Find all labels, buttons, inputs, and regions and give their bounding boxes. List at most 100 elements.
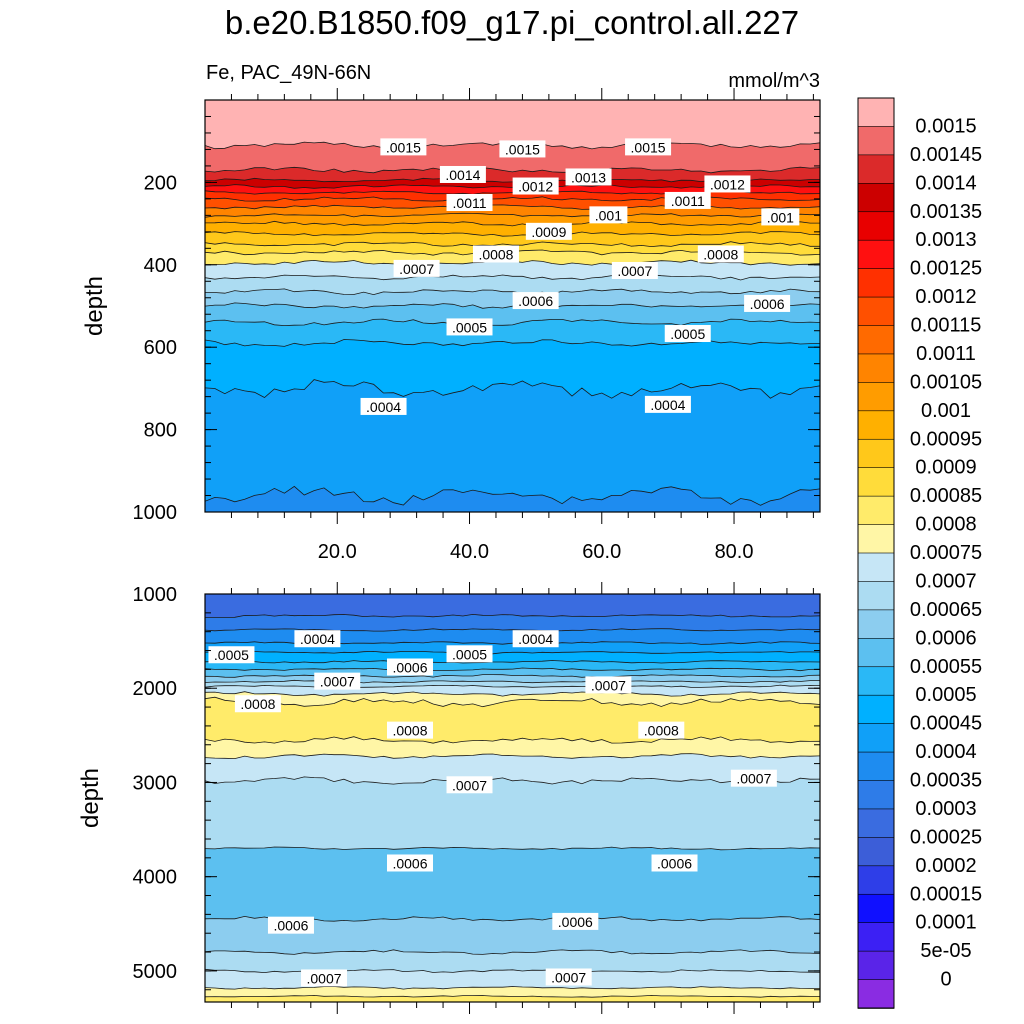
contour-line <box>205 288 820 296</box>
contour-label: .0011 <box>664 191 711 209</box>
contour-line <box>205 302 820 309</box>
colorbar-box <box>857 723 895 753</box>
colorbar-label: 0.00125 <box>910 258 982 280</box>
colorbar-label: 0.00035 <box>910 770 982 792</box>
colorbar-box <box>857 239 895 270</box>
svg-text:.0007: .0007 <box>551 970 586 986</box>
contour-line <box>205 753 820 760</box>
contour-line <box>205 846 820 851</box>
contour-label: .0007 <box>393 259 440 277</box>
colorbar-box <box>857 353 895 384</box>
svg-text:.0007: .0007 <box>736 771 771 787</box>
svg-text:.0015: .0015 <box>505 141 540 157</box>
contour-line <box>205 204 820 210</box>
svg-text:.0012: .0012 <box>518 179 553 195</box>
contour-label: .0015 <box>625 138 672 156</box>
contour-line <box>205 274 820 281</box>
colorbar-label: 0.0001 <box>915 912 976 934</box>
colorbar-label: 0.00075 <box>910 542 982 564</box>
chart-title: b.e20.B1850.f09_g17.pi_control.all.227 <box>224 4 800 41</box>
svg-text:.0006: .0006 <box>750 296 785 312</box>
colorbar-label: 0.0015 <box>915 115 976 137</box>
y-tick-label: 600 <box>144 337 177 359</box>
contour-label: .0015 <box>380 138 427 156</box>
contour-label: .0008 <box>697 245 744 263</box>
upper-panel: .0015.0015.0015.0014.0013.0012.0012.0011… <box>81 88 821 563</box>
contour-label: .0005 <box>446 318 493 336</box>
contour-label: .0011 <box>446 194 493 211</box>
colorbar-label: 0.0005 <box>915 684 976 706</box>
svg-text:.0007: .0007 <box>591 677 626 693</box>
svg-text:.0005: .0005 <box>670 326 705 342</box>
contour-label: .0014 <box>439 165 486 183</box>
contour-label: .0008 <box>638 721 685 739</box>
contour-line <box>205 212 820 218</box>
contour-label: .0006 <box>552 912 599 930</box>
svg-text:.0004: .0004 <box>300 631 335 647</box>
contour-line <box>205 986 820 990</box>
colorbar-label: 0.00055 <box>910 656 982 678</box>
contour-band <box>205 995 820 1002</box>
colorbar-label: 0.0013 <box>915 229 976 251</box>
contour-line <box>205 691 820 697</box>
colorbar-label: 0.00115 <box>911 315 982 337</box>
contour-fill: .0015 .0015 .0015 .0014 .0013 .0012 .0012 .0011… <box>205 100 820 512</box>
colorbar-label: 0.00105 <box>910 371 982 393</box>
contour-line <box>205 736 820 744</box>
svg-text:.0011: .0011 <box>453 195 487 211</box>
colorbar-label: 0.0004 <box>915 741 976 763</box>
contour-fill: .0004 .0004 .0005 .0005 .0006 .0007 .0007 .0008… <box>205 594 820 1002</box>
contour-label: .0007 <box>611 261 658 279</box>
colorbar-label: 0.0003 <box>915 798 976 820</box>
colorbar-label: 5e-05 <box>920 940 971 962</box>
svg-text:.0013: .0013 <box>571 169 606 185</box>
svg-text:.0005: .0005 <box>214 647 249 663</box>
svg-text:.0008: .0008 <box>478 247 513 263</box>
colorbar-box <box>857 382 895 412</box>
contour-line <box>205 674 820 678</box>
contour-label: .0004 <box>512 630 559 648</box>
colorbar-box <box>857 666 895 696</box>
svg-text:.0006: .0006 <box>657 855 692 871</box>
svg-text:.001: .001 <box>595 207 622 223</box>
colorbar-box <box>857 893 895 924</box>
contour-label: .0005 <box>664 325 711 343</box>
contour-label: .0007 <box>301 969 348 987</box>
y-axis-label: depth <box>77 768 104 828</box>
contour-line <box>205 220 820 227</box>
colorbar-label: 0.0009 <box>915 457 976 479</box>
colorbar-box <box>857 325 895 355</box>
lower-panel: .0004 .0004 .0005 .0005 .0006 .0007 .0007 .0008… <box>77 582 821 1014</box>
colorbar-box <box>857 97 895 128</box>
contour-line <box>205 231 820 237</box>
contour-label: .0007 <box>730 769 777 787</box>
svg-text:.0008: .0008 <box>240 696 275 712</box>
svg-text:.0007: .0007 <box>307 970 342 986</box>
svg-text:.0011: .0011 <box>671 193 705 209</box>
colorbar-box <box>857 751 895 782</box>
colorbar-frame <box>857 97 895 1009</box>
colorbar-label: 0.0008 <box>915 514 976 536</box>
svg-text:.0007: .0007 <box>399 261 434 277</box>
colorbar-box <box>857 694 895 725</box>
contour-label: .001 <box>761 208 800 226</box>
y-axis-label: depth <box>81 276 108 336</box>
svg-text:.0008: .0008 <box>703 247 738 263</box>
colorbar-box <box>857 296 895 327</box>
colorbar-label: 0.0012 <box>915 286 976 308</box>
colorbar-box <box>857 950 895 981</box>
contour-label: .0008 <box>234 695 281 713</box>
colorbar-label: 0.00065 <box>910 599 982 621</box>
contour-line <box>205 166 820 174</box>
contour-line <box>205 339 820 347</box>
contour-line <box>205 241 820 248</box>
contour-label: .0009 <box>525 222 572 240</box>
contour-line <box>205 949 820 955</box>
contour-line <box>205 696 820 708</box>
svg-text:.001: .001 <box>767 209 794 225</box>
contour-label: .0006 <box>744 294 791 312</box>
svg-text:.0007: .0007 <box>320 674 355 690</box>
contour-label: .0008 <box>472 245 519 263</box>
colorbar-box <box>857 979 895 1009</box>
y-tick-label: 1000 <box>133 584 178 606</box>
